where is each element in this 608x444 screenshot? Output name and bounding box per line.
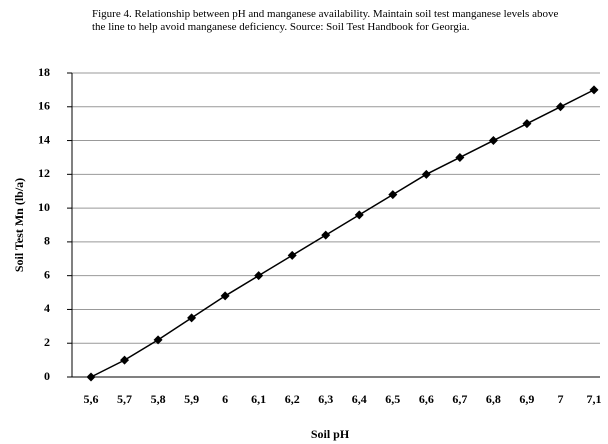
data-point [522,119,532,129]
x-tick-label: 6,7 [452,392,467,406]
y-tick-label: 4 [44,301,50,315]
x-tick-label: 7 [557,392,563,406]
x-tick-label: 5,9 [184,392,199,406]
x-tick-label: 6 [222,392,228,406]
x-tick-label: 6,8 [486,392,501,406]
data-point [589,85,599,95]
x-tick-label: 6,2 [285,392,300,406]
data-point [287,250,297,260]
data-point [321,230,331,240]
y-tick-label: 10 [38,200,50,214]
data-point [421,169,431,179]
x-tick-label: 6,1 [251,392,266,406]
figure-caption: Figure 4. Relationship between pH and ma… [92,8,559,33]
x-tick-label: 6,6 [419,392,434,406]
data-point [455,152,465,162]
y-tick-label: 2 [44,335,50,349]
y-tick-label: 0 [44,369,50,383]
data-point [153,335,163,345]
data-line [90,89,595,378]
data-point [187,313,197,323]
y-tick-label: 8 [44,234,50,248]
y-tick-label: 18 [38,65,50,79]
data-point [220,291,230,301]
data-point [354,210,364,220]
x-axis-title: Soil pH [311,427,350,441]
y-tick-label: 6 [44,267,50,281]
x-tick-label: 7,1 [587,392,602,406]
y-tick-label: 16 [38,99,50,113]
x-tick-label: 6,9 [519,392,534,406]
x-tick-label: 6,4 [352,392,367,406]
data-point [120,355,130,365]
y-tick-label: 12 [38,166,50,180]
x-tick-label: 5,7 [117,392,132,406]
data-point [388,190,398,200]
x-tick-label: 6,3 [318,392,333,406]
y-axis-title: Soil Test Mn (lb/a) [12,178,26,272]
x-tick-label: 5,8 [151,392,166,406]
x-tick-label: 6,5 [385,392,400,406]
data-point [488,136,498,146]
y-tick-label: 14 [38,132,50,146]
data-point [86,372,96,382]
data-point [254,271,264,281]
data-point [555,102,565,112]
x-tick-label: 5,6 [84,392,99,406]
